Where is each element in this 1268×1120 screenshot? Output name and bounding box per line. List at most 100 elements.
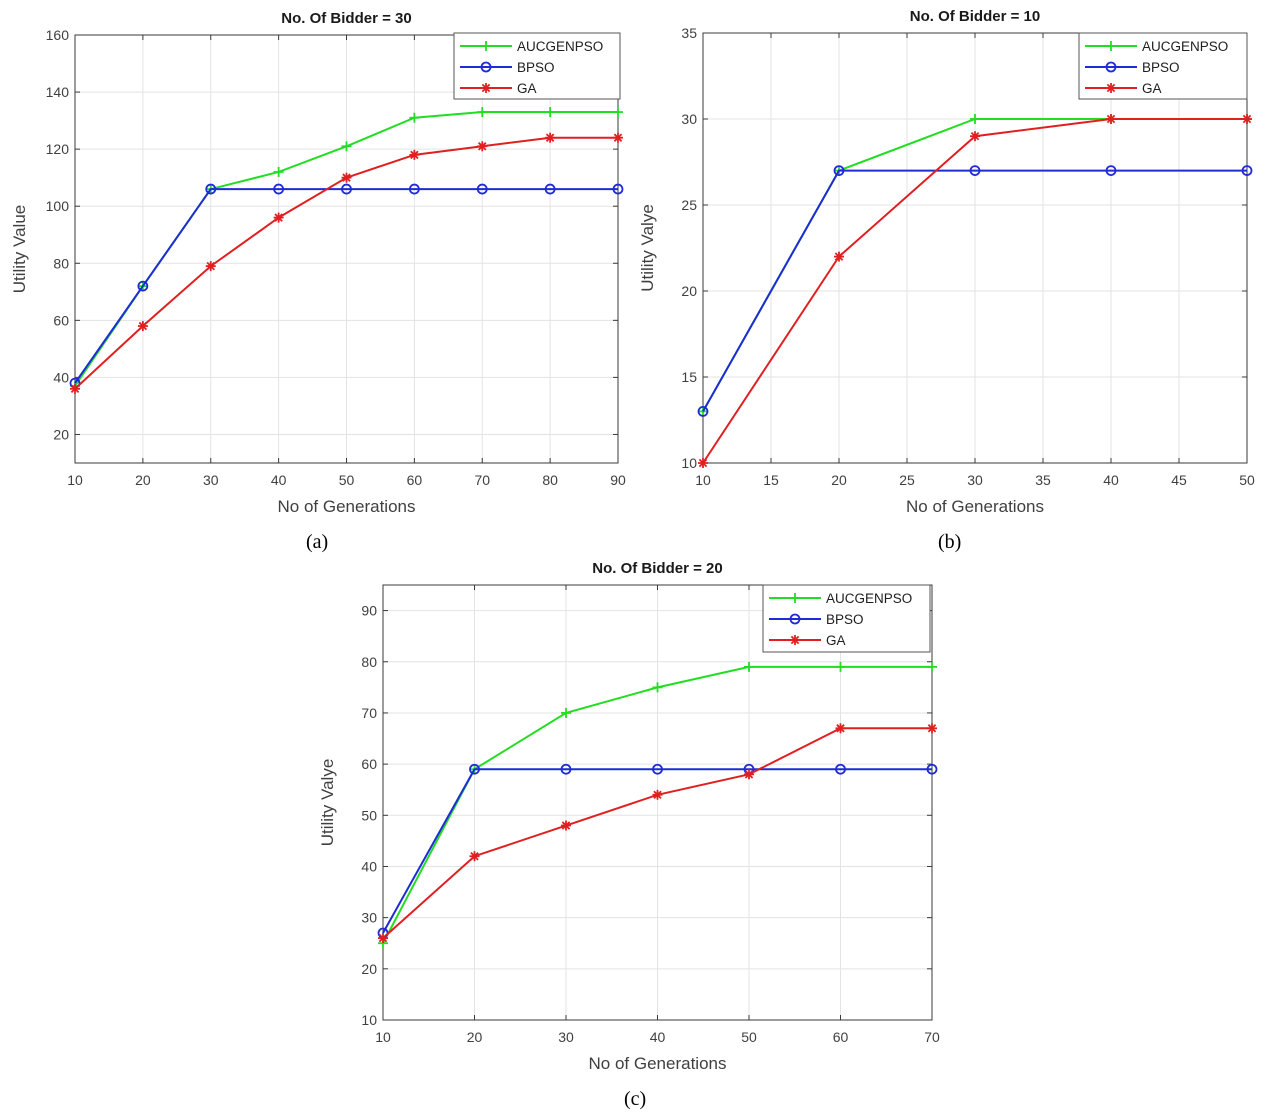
legend-marker-aucgenpso xyxy=(481,41,491,51)
data-point-aucgenpso xyxy=(273,166,284,177)
legend-label-bpso: BPSO xyxy=(517,60,555,75)
y-tick-label: 60 xyxy=(53,312,69,328)
data-point-bpso xyxy=(137,280,149,292)
data-point-aucgenpso xyxy=(970,114,980,124)
data-point-ga xyxy=(341,172,352,183)
y-tick-label: 25 xyxy=(681,197,697,213)
x-axis-label: No of Generations xyxy=(278,497,416,516)
x-tick-label: 90 xyxy=(610,472,626,488)
data-point-ga xyxy=(970,131,980,142)
data-point-bpso xyxy=(612,183,624,195)
legend-label-aucgenpso: AUCGENPSO xyxy=(517,39,603,54)
y-tick-label: 15 xyxy=(681,369,697,385)
x-tick-label: 30 xyxy=(203,472,219,488)
y-tick-label: 160 xyxy=(46,27,70,43)
y-tick-label: 10 xyxy=(361,1012,377,1028)
x-tick-label: 20 xyxy=(831,472,847,488)
x-tick-label: 45 xyxy=(1171,472,1187,488)
x-tick-label: 15 xyxy=(763,472,779,488)
legend-marker-ga xyxy=(481,83,491,93)
y-tick-label: 20 xyxy=(361,961,377,977)
data-point-ga xyxy=(1106,114,1116,124)
data-point-aucgenpso xyxy=(341,141,352,152)
y-tick-label: 140 xyxy=(46,84,70,100)
y-tick-label: 100 xyxy=(46,198,70,214)
data-point-bpso xyxy=(469,763,480,775)
y-tick-label: 70 xyxy=(361,705,377,721)
legend-marker-bpso xyxy=(789,613,801,625)
panel-label-b: (b) xyxy=(938,531,962,553)
y-tick-label: 10 xyxy=(681,455,697,471)
x-tick-label: 10 xyxy=(695,472,711,488)
data-point-bpso xyxy=(544,183,556,195)
legend-label-aucgenpso: AUCGENPSO xyxy=(826,591,912,606)
data-point-bpso xyxy=(652,763,663,775)
x-tick-label: 60 xyxy=(833,1029,849,1045)
data-point-ga xyxy=(652,789,663,800)
legend-marker-bpso xyxy=(1105,61,1117,73)
x-tick-label: 30 xyxy=(967,472,983,488)
data-point-bpso xyxy=(1105,165,1117,177)
data-point-ga xyxy=(1242,114,1252,124)
chart-title: No. Of Bidder = 20 xyxy=(592,560,722,577)
chart-a: 10 20 30 40 50 60 70 80 90 20 40 60 80 100 120 140 160 No… xyxy=(10,10,626,516)
y-tick-label: 35 xyxy=(681,25,697,41)
data-point-aucgenpso xyxy=(927,661,937,672)
series-line-bpso xyxy=(74,188,618,384)
y-tick-label: 20 xyxy=(681,283,697,299)
data-point-ga xyxy=(561,820,571,831)
data-point-aucgenpso xyxy=(477,107,488,118)
x-tick-label: 80 xyxy=(542,472,558,488)
data-point-bpso xyxy=(833,165,845,177)
data-point-bpso xyxy=(408,183,420,195)
data-point-ga xyxy=(698,458,708,468)
legend-label-ga: GA xyxy=(826,633,846,648)
data-point-ga xyxy=(744,769,754,780)
y-tick-label: 50 xyxy=(361,807,377,823)
data-point-aucgenpso xyxy=(652,682,663,693)
data-point-bpso xyxy=(273,183,285,195)
data-point-bpso xyxy=(341,183,352,195)
data-point-aucgenpso xyxy=(744,661,754,672)
x-tick-label: 40 xyxy=(650,1029,666,1045)
x-tick-label: 30 xyxy=(558,1029,574,1045)
data-point-bpso xyxy=(835,763,846,775)
data-point-bpso xyxy=(560,763,572,775)
data-point-aucgenpso xyxy=(409,112,420,123)
x-tick-label: 40 xyxy=(271,472,287,488)
data-point-aucgenpso xyxy=(561,707,571,718)
legend-label-ga: GA xyxy=(517,81,537,96)
legend-marker-bpso xyxy=(480,61,492,73)
y-tick-label: 90 xyxy=(361,603,377,619)
x-tick-label: 50 xyxy=(339,472,355,488)
y-tick-label: 20 xyxy=(53,426,69,442)
series-line-bpso xyxy=(702,169,1247,412)
x-tick-label: 10 xyxy=(375,1029,391,1045)
panel-label-c: (c) xyxy=(624,1088,647,1110)
x-tick-label: 20 xyxy=(467,1029,483,1045)
data-point-aucgenpso xyxy=(545,107,556,118)
panel-label-a: (a) xyxy=(306,531,329,553)
x-tick-label: 25 xyxy=(899,472,915,488)
x-tick-label: 70 xyxy=(474,472,490,488)
data-point-bpso xyxy=(205,183,217,195)
data-point-bpso xyxy=(476,183,488,195)
data-point-ga xyxy=(378,933,388,944)
legend-marker-ga xyxy=(790,635,800,645)
y-tick-label: 80 xyxy=(53,255,69,271)
data-point-bpso xyxy=(969,165,981,177)
data-point-ga xyxy=(834,251,844,262)
y-tick-label: 40 xyxy=(361,858,377,874)
legend-marker-ga xyxy=(1106,83,1116,93)
y-axis-label: Utility Value xyxy=(10,205,29,294)
legend-label-bpso: BPSO xyxy=(1142,60,1180,75)
x-axis-label: No of Generations xyxy=(589,1054,727,1073)
data-point-ga xyxy=(273,212,284,223)
y-axis-label: Utility Valye xyxy=(318,759,337,847)
x-tick-label: 10 xyxy=(67,472,83,488)
data-point-ga xyxy=(70,383,80,394)
chart-c: 10 20 30 40 50 60 70 10 20 30 40 50 60 70 80 90 No. Of B… xyxy=(318,560,940,1073)
y-tick-label: 40 xyxy=(53,369,69,385)
data-point-ga xyxy=(545,132,556,143)
y-tick-label: 30 xyxy=(361,910,377,926)
